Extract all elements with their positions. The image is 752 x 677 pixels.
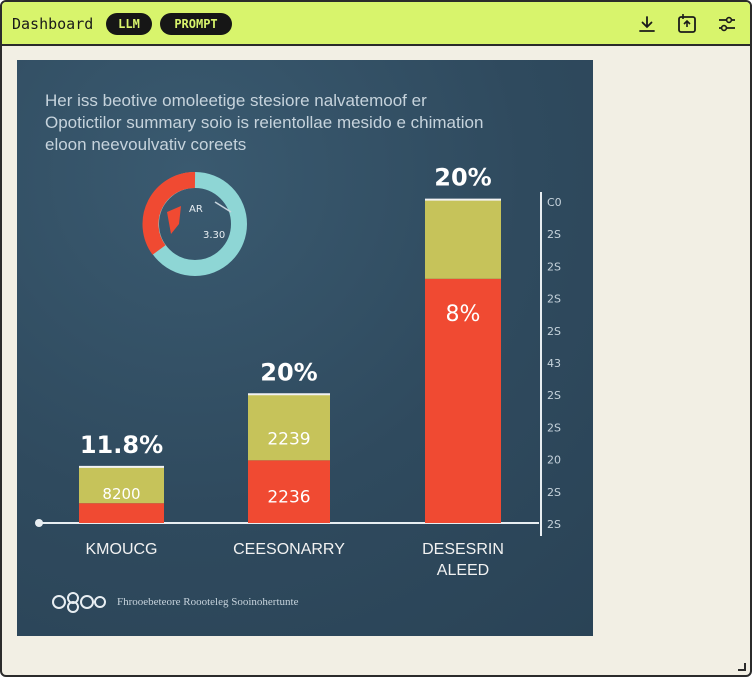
bar-value-label: 20% [434,164,491,192]
category-label: KMOUCG [86,541,158,558]
category-label: ALEED [437,562,489,579]
share-button[interactable] [675,12,699,36]
donut-label-top: AR [189,204,203,215]
llm-tag: LLM [106,13,152,35]
share-icon [678,14,696,33]
download-icon [639,16,655,32]
x-axis-start-dot [35,519,43,527]
category-label: DESESRIN [422,541,504,558]
y-tick-label: 2S [547,325,561,338]
download-button[interactable] [635,12,659,36]
y-tick-label: 2S [547,389,561,402]
bar-inner-label-top: 2239 [267,429,310,449]
bar-segment-olive [425,199,501,279]
bar-value-label: 20% [260,358,317,386]
resize-handle[interactable] [738,663,746,671]
bar-value-label: 11.8% [80,431,163,459]
generated-image: Her iss beotive omoleetige stesiore nalv… [17,60,593,636]
y-tick-label: 20 [547,454,561,467]
prompt-tag: PROMPT [160,13,232,35]
bar-inner-label-bottom: 2236 [267,487,310,507]
category-label: CEESONARRY [233,541,345,558]
donut-label-bottom: 3.30 [203,230,225,241]
image-headline: Her iss beotive omoleetige stesiore nalv… [45,91,484,154]
footer-text: Fhrooebeteore Roooteleg Sooinohertunte [117,596,299,608]
y-tick-label: C0 [547,196,562,209]
y-tick-label: 2S [547,518,561,531]
y-tick-label: 43 [547,357,561,370]
y-tick-label: 2S [547,421,561,434]
bar-segment-olive [248,394,330,461]
header-bar: Dashboard LLM PROMPT [2,2,750,46]
y-tick-label: 2S [547,260,561,273]
y-tick-label: 2S [547,228,561,241]
bar-inner-label-top: 8200 [102,485,140,503]
sliders-icon [719,16,735,32]
y-tick-label: 2S [547,293,561,306]
y-tick-label: 2S [547,486,561,499]
bar-segment-olive [79,466,164,504]
bar-chart: C0 2S 2S 2S 2S 43 2S 2S 20 2S 2S 11.8% 8200 KMOUCG 20%… [35,164,562,579]
settings-button[interactable] [715,12,739,36]
page-title: Dashboard [12,15,94,33]
footer-logo-icon [52,592,106,613]
bar-segment-red [248,460,330,523]
bar-inner-label-bottom: 8% [446,302,481,327]
donut-chart: AR 3.30 [142,172,247,276]
bar-segment-red [425,278,501,523]
bar-segment-red [79,503,164,523]
